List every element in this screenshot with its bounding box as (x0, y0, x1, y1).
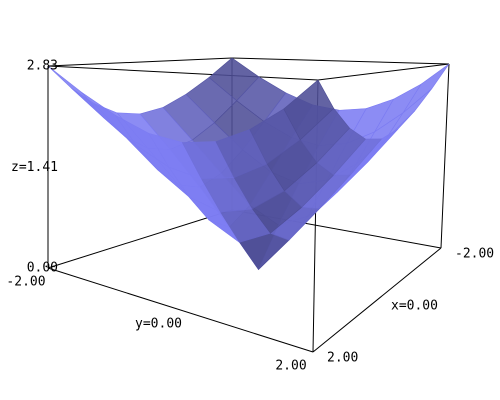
x-tick-label: x=0.00 (391, 299, 438, 314)
y-tick-label: -2.00 (6, 275, 45, 290)
box-edge (47, 57, 233, 67)
box-edge (317, 63, 450, 81)
y-tick-label: y=0.00 (135, 317, 182, 332)
z-tick-label: 2.83 (27, 59, 58, 74)
z-tick-label: z=1.41 (11, 160, 58, 175)
surface-patch (47, 65, 104, 119)
z-tick-label: 0.00 (27, 261, 58, 276)
surface-patch (402, 63, 450, 114)
y-tick-label: 2.00 (275, 359, 306, 374)
box-edge (231, 57, 450, 65)
surface-patch (283, 79, 335, 141)
box-edge (312, 247, 442, 353)
x-tick-label: -2.00 (455, 247, 494, 262)
box-edge (47, 65, 319, 81)
x-tick-label: 2.00 (327, 351, 358, 366)
box-edge (440, 63, 450, 249)
box-edge (47, 209, 233, 269)
box-edge (47, 267, 314, 353)
